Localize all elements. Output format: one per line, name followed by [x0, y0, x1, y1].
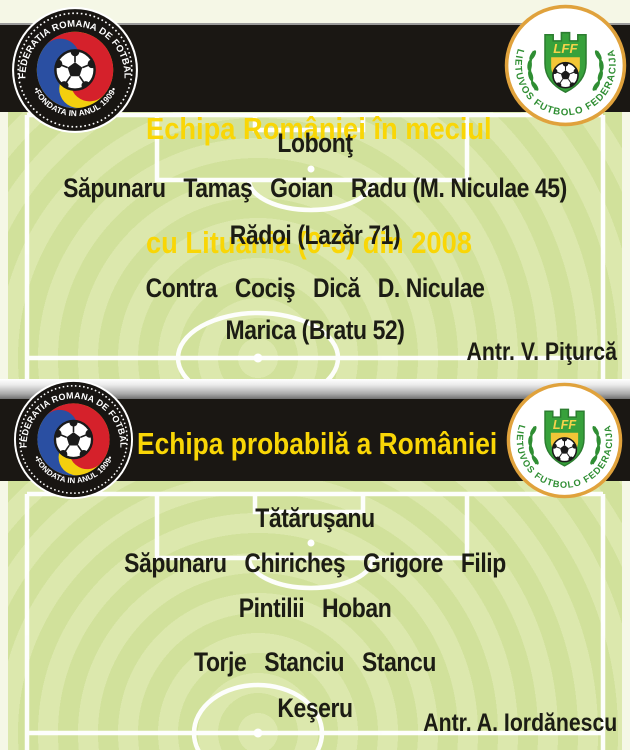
- lineup2-holding-mid-row: Pintilii Hoban: [238, 593, 392, 623]
- pitch2-markings: [24, 491, 606, 750]
- lineup2-forward-row: Keşeru: [277, 693, 353, 723]
- panel2-title: Echipa probabilă a României: [137, 426, 498, 461]
- lithuanian-federation-logo-2: [506, 382, 623, 499]
- lineup2-coach-label: Antr. A. Iordănescu: [422, 709, 617, 737]
- lineup1-midfield-row: Contra Cociş Dică D. Niculae: [145, 273, 485, 303]
- pitch1-markings: [24, 112, 606, 379]
- panel-divider: [0, 379, 630, 399]
- lineup2-midfield-row: Torje Stanciu Stancu: [194, 647, 436, 677]
- panel1-title-line2: cu Lituania (0-3) din 2008: [146, 225, 472, 260]
- lineup1-defense-row: Săpunaru Tamaş Goian Radu (M. Niculae 45…: [63, 173, 567, 203]
- panel1-title-line1: Echipa României în meciul: [146, 111, 492, 146]
- lineup2-goalkeeper-row: Tătăruşanu: [255, 503, 375, 533]
- lineup1-goalkeeper-row: Lobonţ: [277, 128, 353, 158]
- romanian-federation-logo: [11, 6, 139, 134]
- romanian-federation-logo-2: [13, 379, 134, 500]
- lineup2-defense-row: Săpunaru Chiricheş Grigore Filip: [124, 548, 506, 578]
- panel1-title: Echipa României în meciul cu Lituania (0…: [146, 34, 492, 338]
- lineup1-holding-mid-row: Rădoi (Lazăr 71): [229, 220, 401, 250]
- lithuanian-federation-logo: [504, 4, 627, 127]
- football-pitch-1: [8, 112, 622, 379]
- lineup1-forward-row: Marica (Bratu 52): [225, 315, 405, 345]
- lineup1-coach-label: Antr. V. Piţurcă: [466, 338, 617, 366]
- football-pitch-2: [8, 481, 622, 750]
